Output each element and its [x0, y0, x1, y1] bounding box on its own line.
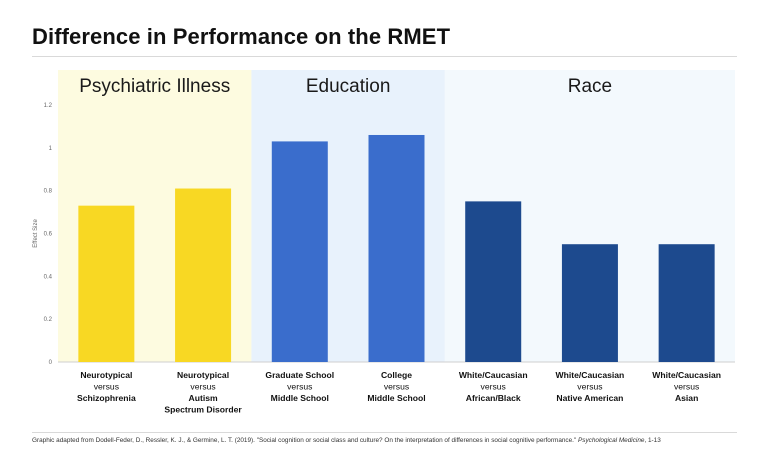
- x-tick-label: versus: [481, 382, 506, 392]
- x-tick-label: Schizophrenia: [77, 393, 136, 403]
- x-tick-label: Graduate School: [265, 370, 334, 380]
- y-tick-label: 0.2: [44, 317, 53, 323]
- title-divider: [32, 56, 737, 57]
- bar: [465, 201, 522, 362]
- y-tick-label: 0.6: [44, 232, 53, 238]
- bar: [658, 244, 715, 362]
- x-tick-label: Asian: [675, 393, 698, 403]
- x-tick-label: versus: [190, 382, 215, 392]
- y-axis-label: Effect Size: [33, 219, 39, 248]
- x-tick-label: Spectrum Disorder: [164, 405, 242, 415]
- bar: [271, 141, 328, 362]
- group-label: Race: [568, 76, 612, 97]
- footnote-pages: , 1-13: [644, 437, 661, 444]
- bar: [175, 188, 232, 362]
- x-tick-label: versus: [287, 382, 312, 392]
- x-tick-label: versus: [577, 382, 602, 392]
- x-tick-label: Middle School: [367, 393, 425, 403]
- footnote-text: Graphic adapted from Dodell-Feder, D., R…: [32, 437, 578, 444]
- x-tick-label: Native American: [556, 393, 623, 403]
- x-tick-label: Autism: [189, 393, 218, 403]
- y-tick-label: 0: [49, 360, 53, 366]
- footnote-journal: Psychological Medicine: [578, 437, 645, 444]
- x-tick-label: College: [381, 370, 412, 380]
- y-tick-label: 0.4: [44, 274, 53, 280]
- bar: [561, 244, 618, 362]
- x-tick-label: versus: [674, 382, 699, 392]
- bar-chart: Psychiatric Illness Education Race 0 0.2 0.4 0…: [33, 70, 735, 415]
- footer-divider: [32, 432, 737, 433]
- x-tick-label: Middle School: [271, 393, 329, 403]
- x-tick-label: White/Caucasian: [652, 370, 721, 380]
- y-tick-label: 1.2: [44, 103, 53, 109]
- bar: [368, 134, 425, 362]
- y-tick-label: 0.8: [44, 189, 53, 195]
- x-tick-label: versus: [384, 382, 409, 392]
- group-label: Education: [306, 76, 391, 97]
- group-label: Psychiatric Illness: [79, 76, 230, 97]
- y-tick-label: 1: [49, 146, 53, 152]
- x-tick-label: Neurotypical: [177, 370, 229, 380]
- x-tick-label: African/Black: [466, 393, 521, 403]
- x-tick-label: versus: [94, 382, 119, 392]
- source-footnote: Graphic adapted from Dodell-Feder, D., R…: [32, 437, 737, 444]
- chart-title: Difference in Performance on the RMET: [32, 24, 451, 49]
- x-tick-label: White/Caucasian: [556, 370, 625, 380]
- x-tick-label: White/Caucasian: [459, 370, 528, 380]
- bar: [78, 205, 135, 362]
- x-tick-label: Neurotypical: [80, 370, 132, 380]
